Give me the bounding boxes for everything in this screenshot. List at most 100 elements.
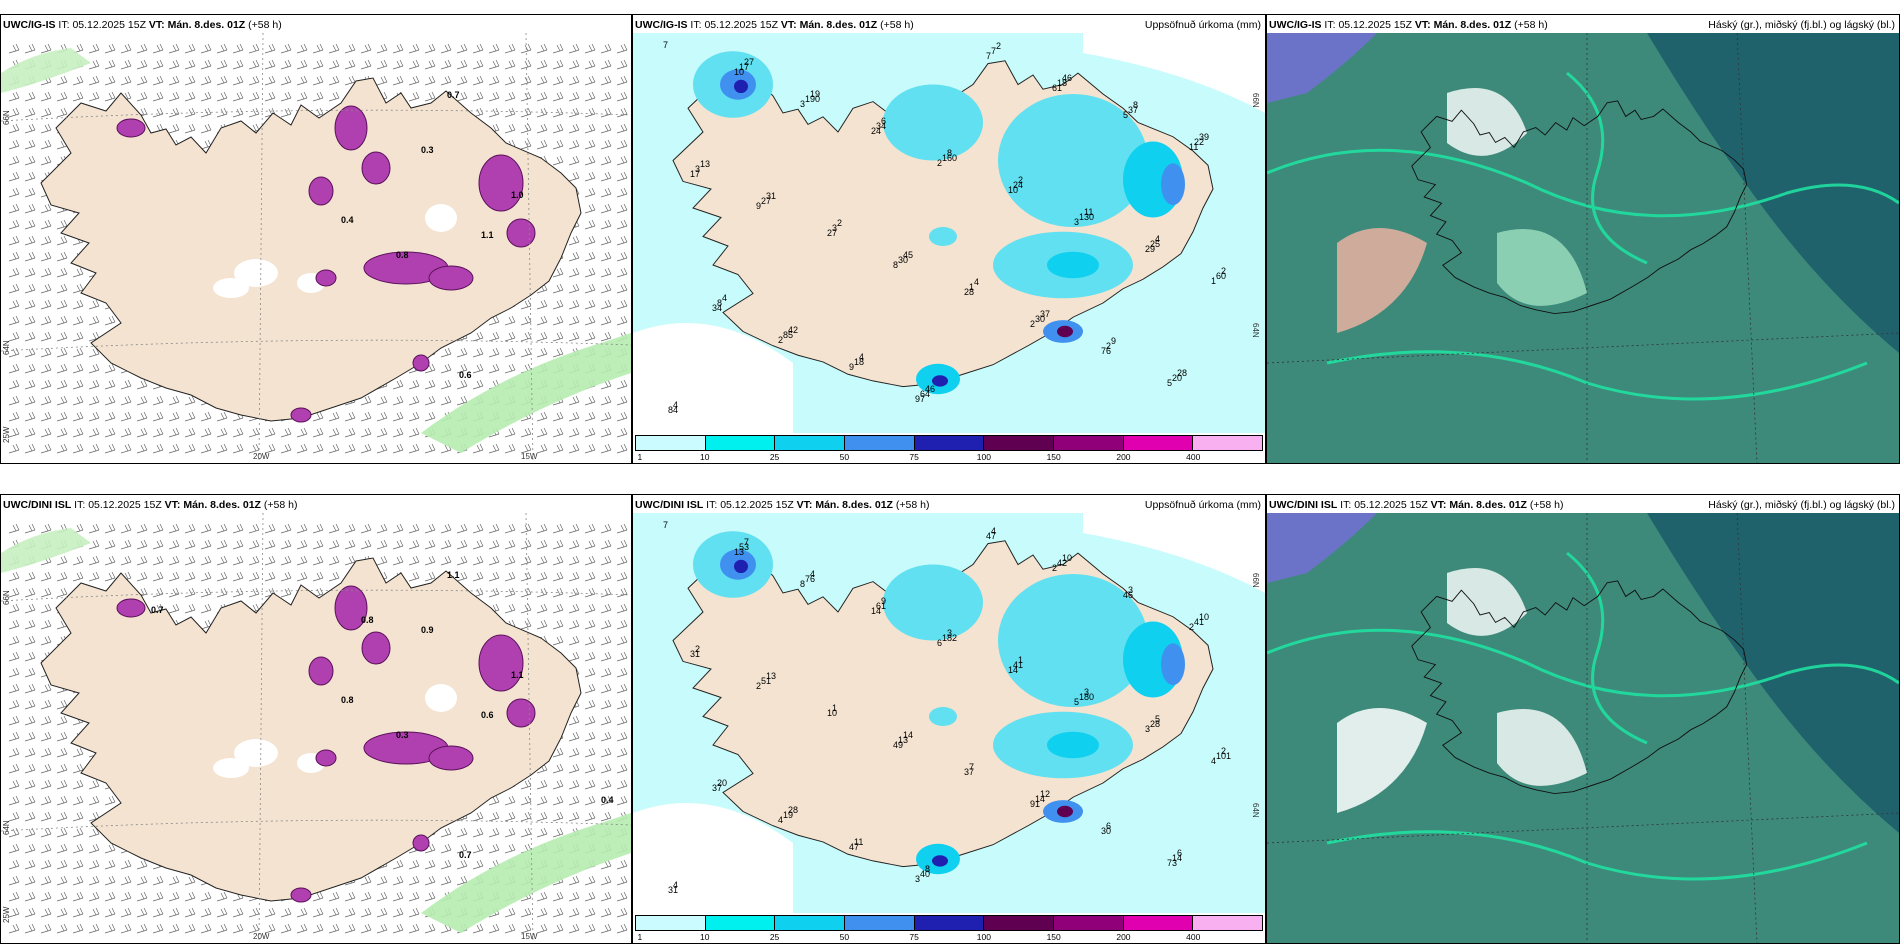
precip-value-label: 30 <box>898 255 908 265</box>
map-area[interactable] <box>1267 513 1899 943</box>
dry-area <box>633 323 793 433</box>
glacier <box>213 278 249 298</box>
precip-cell <box>1057 805 1073 818</box>
precip-value-label: 76 <box>1101 346 1111 356</box>
snow-value-label: 0.8 <box>341 695 354 705</box>
snow-cell <box>478 154 524 212</box>
precip-value-label: 9 <box>1111 336 1116 346</box>
map-area[interactable]: 66N 64N 25W 20W 15W 1.1 0.7 0.8 0.3 1.1 0.6 0.9 0.7 0… <box>1 513 631 943</box>
precip-value-label: 73 <box>1167 858 1177 868</box>
model-name: UWC/DINI ISL <box>3 499 72 511</box>
precip-value-label: 2 <box>1018 175 1023 185</box>
snow-value-label: 0.4 <box>341 215 354 225</box>
precip-value-label: 3 <box>1074 217 1079 227</box>
precip-value-label: 4 <box>974 277 979 287</box>
valid-time: Mán. 8.des. 01Z <box>1433 19 1512 31</box>
snow-value-label: 0.4 <box>601 795 614 805</box>
map-area[interactable]: 7 8 6 5 4 4 3 2 2 2 49 91 73 13 14 14 3 37 47 47 46 31 10 37 30 3… <box>633 513 1265 913</box>
colorbar-swatch <box>1193 436 1263 450</box>
lat-label-64: 64N <box>1251 803 1260 818</box>
colorbar-tick: 100 <box>976 452 991 462</box>
precip-value-label: 8 <box>800 579 805 589</box>
precip-cell <box>1161 643 1185 686</box>
map-area[interactable] <box>1267 33 1899 463</box>
precip-value-label: 12 <box>1040 789 1050 799</box>
precip-value-label: 3 <box>800 99 805 109</box>
glacier <box>234 739 278 767</box>
panel-title: UWC/IG-IS IT: 05.12.2025 15Z VT: Mán. 8.… <box>3 19 282 31</box>
graticule <box>1267 33 1899 463</box>
precip-value-label: 39 <box>1199 132 1209 142</box>
snow-cell <box>290 407 312 423</box>
precip-value-label: 10 <box>827 708 837 718</box>
colorbar-tick: 400 <box>1186 932 1201 942</box>
colorbar-swatch <box>1054 436 1124 450</box>
precip-value-label: 1 <box>1211 276 1216 286</box>
snow-cell <box>290 887 312 903</box>
colorbar-swatch <box>1193 916 1263 930</box>
precip-value-label: 9 <box>849 362 854 372</box>
precip-value-label: 6 <box>937 638 942 648</box>
precip-value-label: 8 <box>717 298 722 308</box>
precip-value-label: 25 <box>1150 239 1160 249</box>
map-panel-ig-snow: UWC/IG-IS IT: 05.12.2025 15Z VT: Mán. 8.… <box>0 14 632 464</box>
snow-map: 66N 64N 25W 20W 15W 0.7 0.6 0.4 0.8 1.0 1.1 0.3 <box>1 33 631 463</box>
lat-label-66: 66N <box>2 590 11 605</box>
precip-value-label: 28 <box>788 805 798 815</box>
lon-label-15w: 15W <box>521 932 538 941</box>
precip-value-label: 18 <box>1057 78 1067 88</box>
precip-value-label: 3 <box>695 164 700 174</box>
model-name: UWC/IG-IS <box>635 19 688 31</box>
glacier <box>425 204 457 232</box>
precip-value-label: 4 <box>1155 234 1160 244</box>
map-area[interactable]: 66N 64N 25W 20W 15W 0.7 0.6 0.4 0.8 1.0 1.1 0.3 <box>1 33 631 463</box>
precip-value-label: 31 <box>690 649 700 659</box>
precip-value-label: 17 <box>739 62 749 72</box>
precip-value-label: 31 <box>668 885 678 895</box>
lat-label-64: 64N <box>2 820 11 835</box>
init-time: 05.12.2025 15Z <box>1354 499 1428 511</box>
precip-cell <box>883 84 983 161</box>
precip-cell <box>1161 163 1185 206</box>
snow-value-label: 0.7 <box>447 90 460 100</box>
precip-value-label: 180 <box>1079 692 1094 702</box>
low-cloud-area <box>1647 513 1899 833</box>
precip-value-label: 14 <box>1035 794 1045 804</box>
precip-value-label: 2 <box>1052 563 1057 573</box>
mid-cloud-area <box>1267 33 1377 103</box>
precip-value-label: 4 <box>673 400 678 410</box>
iceland-coastline <box>1411 580 1748 795</box>
precip-cell <box>929 707 957 726</box>
map-area[interactable]: 7 3 2 3 1 2 97 61 11 9 8 2 5 10 24 10 29 34 9 7 5 17 27 28 76 84 1… <box>633 33 1265 433</box>
precip-value-label: 42 <box>788 325 798 335</box>
colorbar: 1 10 25 50 75 100 150 200 400 <box>635 435 1263 462</box>
precip-value-label: 24 <box>1013 180 1023 190</box>
valid-time: Mán. 8.des. 01Z <box>1449 499 1527 511</box>
colorbar-tick: 1 <box>637 932 643 942</box>
high-cloud-area <box>1447 88 1527 156</box>
colorbar-ticks: 1 10 25 50 75 100 150 200 400 <box>635 452 1263 462</box>
colorbar-swatch <box>705 436 776 450</box>
rain-band <box>1 48 91 93</box>
dry-area <box>633 803 793 913</box>
snow-cell <box>428 265 474 291</box>
snow-value-label: 0.3 <box>396 730 409 740</box>
precip-value-label: 37 <box>1128 105 1138 115</box>
precip-map: 7323129761119825102410293497517272876841… <box>633 33 1265 433</box>
precip-value-label: 8 <box>925 864 930 874</box>
precip-land-group <box>672 51 1214 395</box>
precip-value-label: 7 <box>986 51 991 61</box>
colorbar-tick: 25 <box>769 932 780 942</box>
precip-value-label: 84 <box>668 405 678 415</box>
precip-value-label: 1 <box>832 703 837 713</box>
snow-cell <box>412 354 430 372</box>
precip-value-label: 34 <box>876 121 886 131</box>
precip-value-label: 3 <box>832 223 837 233</box>
precip-cell <box>734 559 748 574</box>
precip-cell <box>1057 325 1073 338</box>
colorbar-tick: 75 <box>909 932 919 942</box>
iceland-land <box>40 77 582 422</box>
map-panel-ig-clouds: UWC/IG-IS IT: 05.12.2025 15Z VT: Mán. 8.… <box>1266 14 1900 464</box>
snow-value-label: 1.0 <box>511 190 524 200</box>
model-name: UWC/IG-IS <box>3 19 56 31</box>
